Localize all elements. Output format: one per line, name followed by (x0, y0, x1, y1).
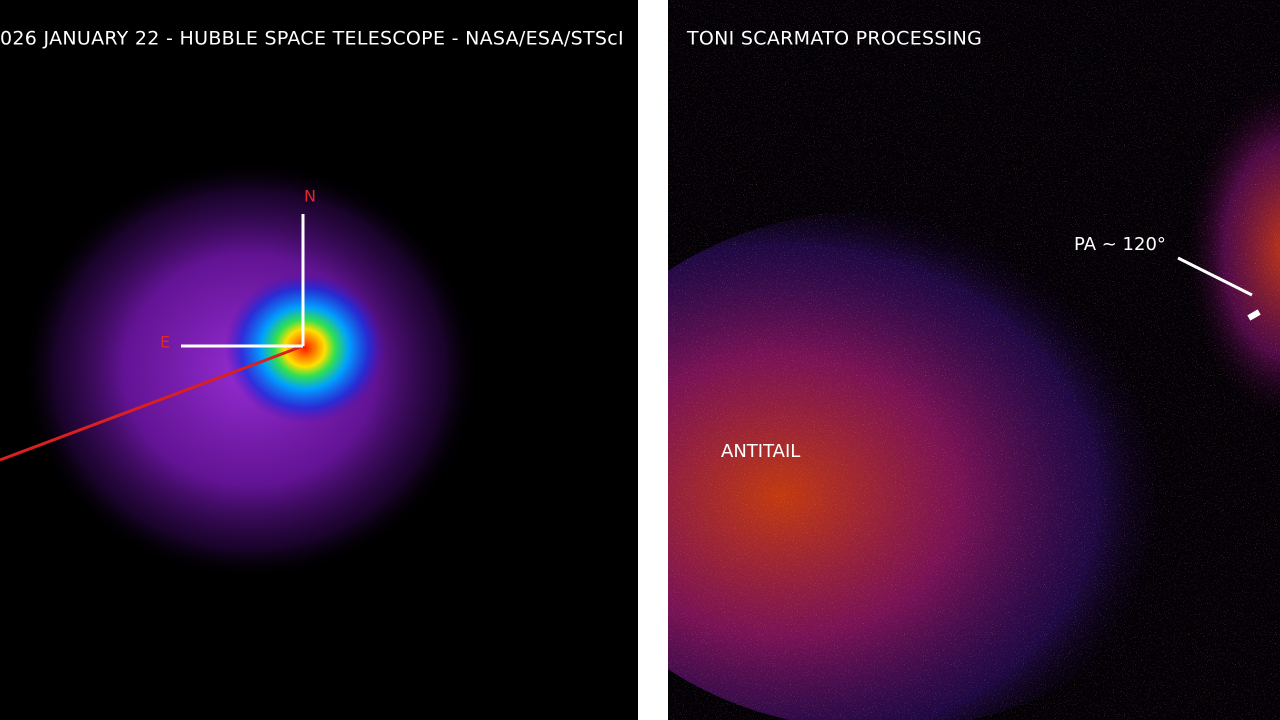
right-image (668, 0, 1280, 720)
antitail-label: ANTITAIL (721, 441, 800, 462)
right-caption: TONI SCARMATO PROCESSING (686, 28, 982, 50)
pa-indicator (1177, 256, 1253, 297)
nucleus (225, 273, 385, 423)
east-label: E (160, 333, 170, 352)
north-label: N (304, 187, 316, 206)
noise (668, 0, 1280, 720)
pa-label: PA ~ 120° (1074, 234, 1166, 255)
left-caption: 026 JANUARY 22 - HUBBLE SPACE TELESCOPE … (0, 28, 624, 50)
sun-direction-line (0, 344, 304, 462)
pa-marker (1247, 309, 1261, 321)
